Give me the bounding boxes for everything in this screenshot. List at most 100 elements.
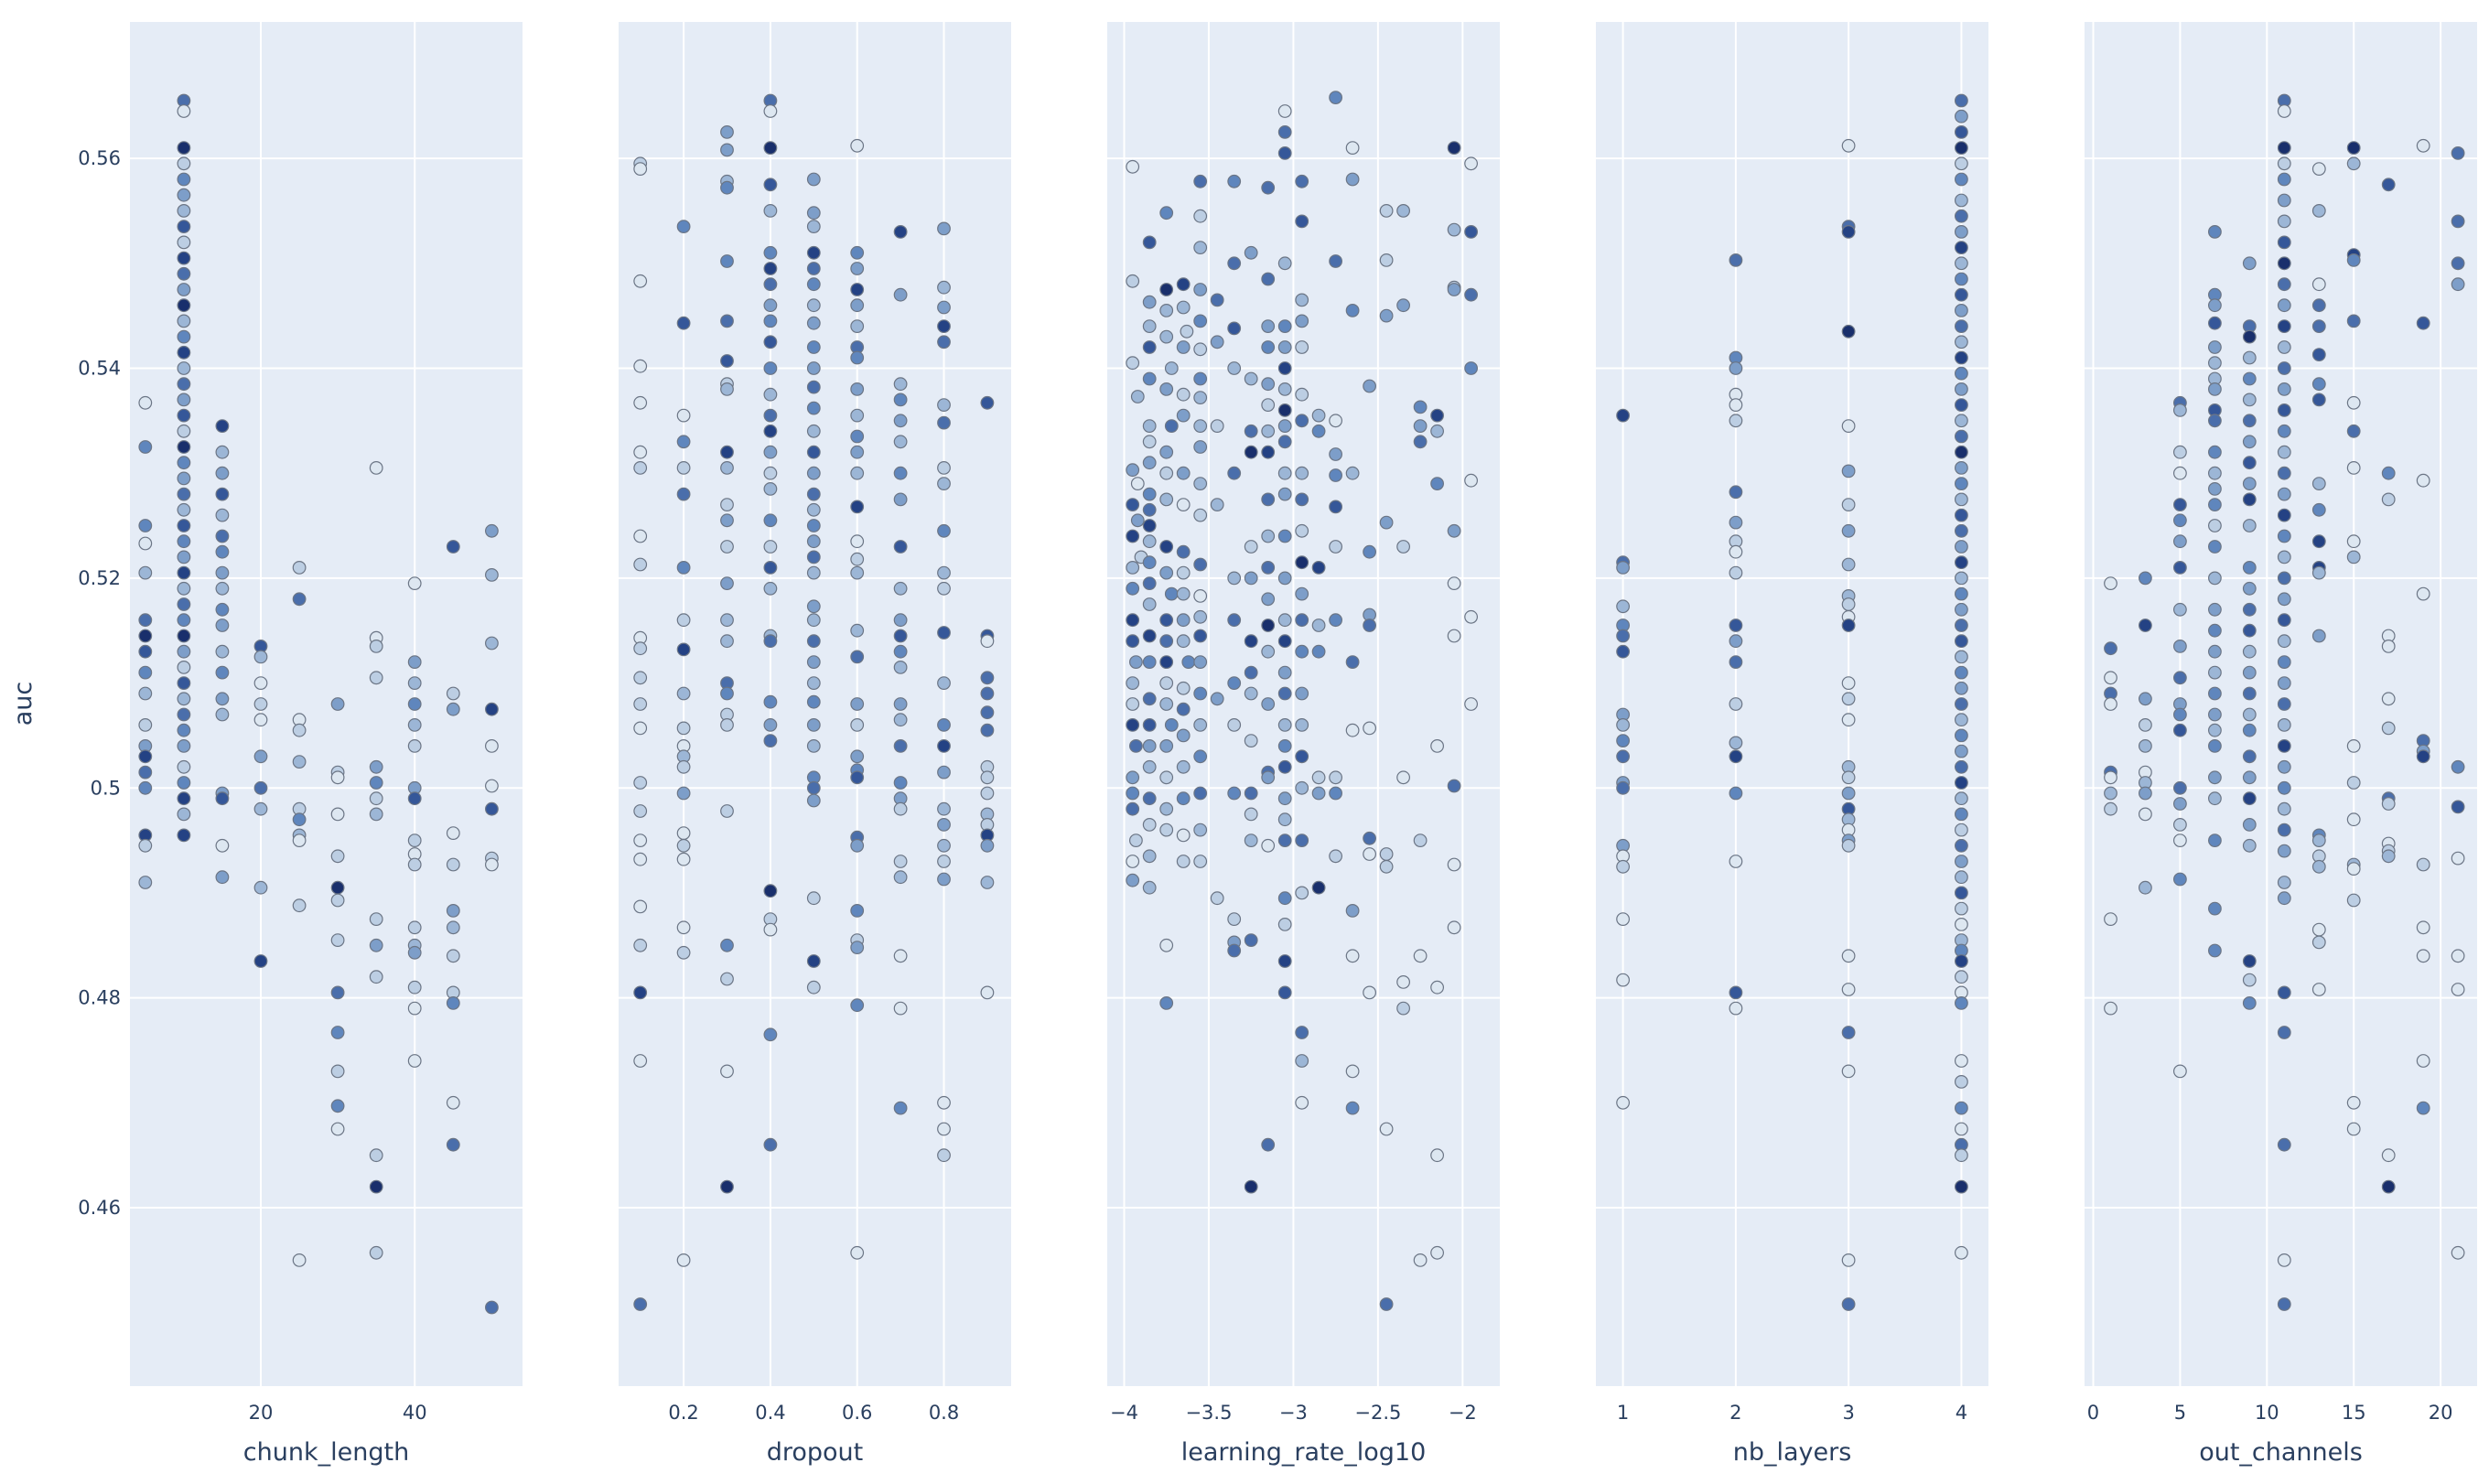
data-point — [806, 380, 821, 394]
data-point — [2207, 498, 2222, 511]
data-point — [330, 1099, 345, 1113]
data-point — [2207, 224, 2222, 239]
data-point — [2311, 319, 2326, 334]
data-point — [1413, 435, 1428, 449]
data-point — [1841, 464, 1856, 479]
data-point — [937, 838, 951, 853]
data-point — [2277, 141, 2291, 156]
data-point — [1227, 718, 1242, 732]
data-point — [1277, 419, 1292, 434]
data-point — [1447, 920, 1461, 935]
data-point — [177, 251, 191, 265]
data-point — [407, 945, 422, 960]
data-point — [177, 329, 191, 344]
data-point — [1176, 498, 1191, 511]
data-point — [2207, 382, 2222, 396]
data-point — [1729, 655, 1743, 669]
data-point — [2172, 818, 2187, 832]
data-point — [1430, 424, 1444, 438]
data-point — [1128, 655, 1143, 669]
data-point — [138, 613, 153, 628]
data-point — [1616, 912, 1630, 926]
data-point — [1954, 713, 1968, 727]
data-point — [1729, 565, 1743, 580]
data-point — [1954, 272, 1968, 286]
panel-chunk-length: 0.46 0.48 0.5 0.52 0.54 0.56 20 40 chunk_length — [78, 22, 523, 1467]
data-point — [1159, 565, 1174, 580]
data-point — [893, 540, 908, 554]
data-point — [369, 776, 383, 790]
data-point — [1227, 613, 1242, 628]
data-point — [806, 340, 821, 354]
data-point — [763, 141, 778, 156]
data-point — [1193, 749, 1208, 764]
data-point — [850, 283, 865, 296]
data-point — [1729, 485, 1743, 500]
data-point — [1193, 823, 1208, 837]
data-point — [1277, 833, 1292, 847]
data-point — [676, 786, 691, 801]
data-point — [2172, 872, 2187, 887]
data-point — [1142, 739, 1157, 753]
data-point — [1954, 256, 1968, 271]
data-point — [177, 550, 191, 565]
data-point — [177, 156, 191, 171]
data-point — [446, 857, 460, 872]
data-point — [806, 206, 821, 220]
data-point — [720, 1064, 734, 1079]
data-point — [1363, 831, 1376, 845]
data-point — [1244, 445, 1258, 459]
data-point — [1126, 770, 1140, 785]
data-point — [1210, 692, 1224, 706]
data-point — [1954, 335, 1968, 349]
data-point — [2104, 786, 2117, 801]
data-point — [2311, 983, 2326, 996]
data-point — [1954, 124, 1968, 139]
data-point — [2277, 718, 2291, 732]
data-point — [1311, 644, 1326, 659]
data-point — [1159, 739, 1174, 753]
data-point — [1159, 801, 1174, 816]
data-point — [850, 749, 865, 764]
x-tick-label: −2 — [1449, 1402, 1477, 1424]
data-point — [1329, 500, 1342, 514]
data-point — [893, 224, 908, 239]
data-point — [215, 487, 230, 501]
data-point — [806, 634, 821, 649]
data-point — [1244, 734, 1258, 747]
data-point — [1180, 324, 1194, 339]
data-point — [1841, 498, 1856, 511]
data-point — [215, 529, 230, 543]
data-point — [1142, 456, 1157, 470]
data-point — [1295, 387, 1309, 402]
data-point — [720, 124, 734, 139]
data-point — [937, 765, 951, 780]
data-point — [1311, 424, 1326, 438]
data-point — [806, 466, 821, 480]
data-point — [138, 838, 153, 853]
data-point — [1841, 713, 1856, 727]
data-point — [1126, 581, 1140, 596]
data-point — [2277, 298, 2291, 313]
data-point — [1616, 629, 1630, 643]
data-point — [138, 665, 153, 680]
data-point — [1345, 141, 1360, 156]
data-point — [850, 565, 865, 580]
data-point — [1729, 361, 1743, 375]
data-point — [1841, 1026, 1856, 1039]
data-point — [2207, 739, 2222, 753]
data-point — [215, 618, 230, 632]
x-tick-label: 0.4 — [755, 1402, 785, 1424]
data-point — [1142, 340, 1157, 354]
data-point — [177, 519, 191, 532]
data-point — [633, 697, 648, 711]
data-point — [980, 705, 995, 720]
panel-learning-rate-log10: −4 −3.5 −3 −2.5 −2 learning_rate_log10 — [1107, 22, 1500, 1467]
data-point — [980, 395, 995, 410]
data-point — [2242, 519, 2257, 532]
data-point — [1841, 224, 1856, 239]
data-point — [2207, 571, 2222, 586]
data-point — [2242, 954, 2257, 968]
data-point — [1311, 618, 1326, 632]
data-point — [1159, 492, 1174, 507]
